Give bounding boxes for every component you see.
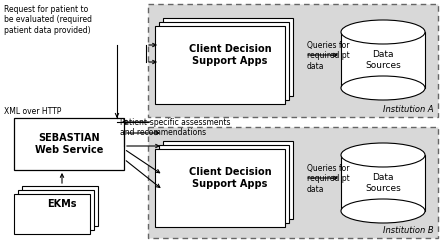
Ellipse shape <box>341 143 425 167</box>
Text: Data
Sources: Data Sources <box>365 173 401 193</box>
Text: SEBASTIAN
Web Service: SEBASTIAN Web Service <box>35 133 103 155</box>
Bar <box>159 22 289 100</box>
Text: Client Decision
Support Apps: Client Decision Support Apps <box>189 44 271 66</box>
Ellipse shape <box>341 199 425 223</box>
Bar <box>14 194 90 234</box>
Text: EKMs: EKMs <box>47 199 77 209</box>
Bar <box>22 186 98 226</box>
Bar <box>14 118 124 170</box>
Text: Institution B: Institution B <box>383 226 434 235</box>
Text: Data
Sources: Data Sources <box>365 50 401 70</box>
Bar <box>341 32 425 88</box>
Bar <box>163 141 293 219</box>
Text: Patient-specific assessments
and recommendations: Patient-specific assessments and recomme… <box>120 118 230 137</box>
Bar <box>341 155 425 211</box>
Bar <box>148 4 438 117</box>
Bar <box>18 190 94 230</box>
Text: Request for patient to
be evaluated (required
patient data provided): Request for patient to be evaluated (req… <box>4 5 92 35</box>
Bar <box>155 149 285 227</box>
Text: Institution A: Institution A <box>383 105 434 114</box>
Bar <box>163 18 293 96</box>
Bar <box>148 127 438 238</box>
Ellipse shape <box>341 76 425 100</box>
Bar <box>159 145 289 223</box>
Text: Queries for
required pt
data: Queries for required pt data <box>307 164 350 194</box>
Ellipse shape <box>341 20 425 44</box>
Text: XML over HTTP: XML over HTTP <box>4 107 61 116</box>
Text: Client Decision
Support Apps: Client Decision Support Apps <box>189 167 271 189</box>
Bar <box>155 26 285 104</box>
Text: Queries for
required pt
data: Queries for required pt data <box>307 41 350 71</box>
